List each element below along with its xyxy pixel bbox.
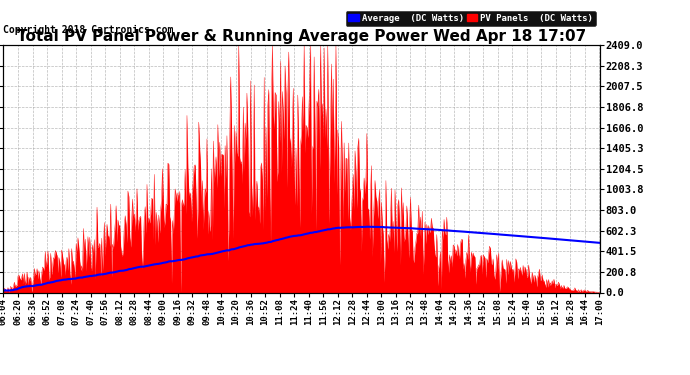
Legend: Average  (DC Watts), PV Panels  (DC Watts): Average (DC Watts), PV Panels (DC Watts)	[346, 11, 595, 26]
Text: Copyright 2018 Cartronics.com: Copyright 2018 Cartronics.com	[3, 25, 174, 35]
Title: Total PV Panel Power & Running Average Power Wed Apr 18 17:07: Total PV Panel Power & Running Average P…	[17, 29, 586, 44]
